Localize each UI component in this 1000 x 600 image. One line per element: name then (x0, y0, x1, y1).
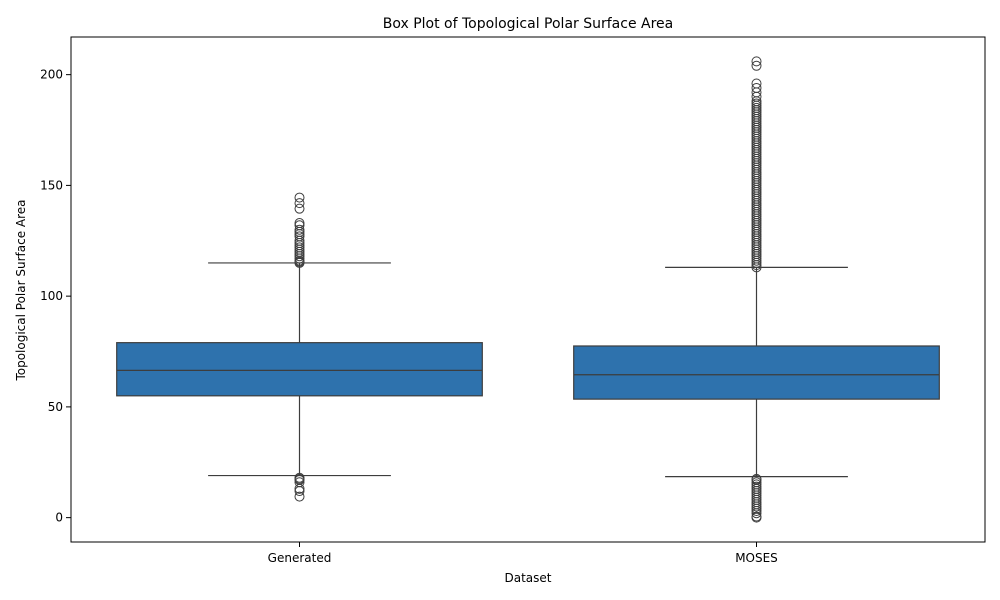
outlier-point (751, 511, 762, 522)
outlier-point (294, 242, 305, 253)
outlier-point (751, 60, 762, 71)
outlier-point (294, 491, 305, 502)
y-tick-label: 100 (40, 289, 63, 303)
outlier-point (751, 479, 762, 490)
plot-area (116, 56, 940, 523)
outlier-point (294, 192, 305, 203)
outlier-point (294, 477, 305, 488)
outlier-point (751, 98, 762, 109)
chart-title: Box Plot of Topological Polar Surface Ar… (383, 16, 673, 32)
outlier-point (294, 218, 305, 229)
outlier-point (751, 56, 762, 67)
plot-frame (70, 36, 986, 543)
y-tick-label: 0 (55, 511, 63, 525)
y-tick-label: 50 (48, 400, 63, 414)
iqr-box (116, 342, 483, 397)
x-tick-label: Generated (268, 551, 332, 565)
y-tick-label: 200 (40, 68, 63, 82)
outlier-point (294, 472, 305, 483)
outlier-point (751, 78, 762, 89)
y-axis: 0 50 100 150 200 (40, 68, 71, 525)
y-tick-label: 150 (40, 178, 63, 192)
box-group-moses (573, 56, 940, 523)
x-axis: Generated MOSES (268, 542, 778, 565)
outlier-point (294, 231, 305, 242)
outlier-point (751, 82, 762, 93)
outlier-point (294, 220, 305, 231)
outlier-point (751, 102, 762, 113)
outlier-point (294, 224, 305, 235)
outlier-point (294, 486, 305, 497)
outlier-point (294, 198, 305, 209)
outlier-point (294, 203, 305, 214)
x-tick-label: MOSES (735, 551, 778, 565)
y-axis-label: Topological Polar Surface Area (14, 199, 28, 381)
x-axis-label: Dataset (505, 571, 552, 585)
outlier-point (751, 481, 762, 492)
outlier-point (751, 473, 762, 484)
iqr-box (573, 345, 940, 400)
box-group-generated (116, 192, 483, 502)
outlier-point (751, 477, 762, 488)
